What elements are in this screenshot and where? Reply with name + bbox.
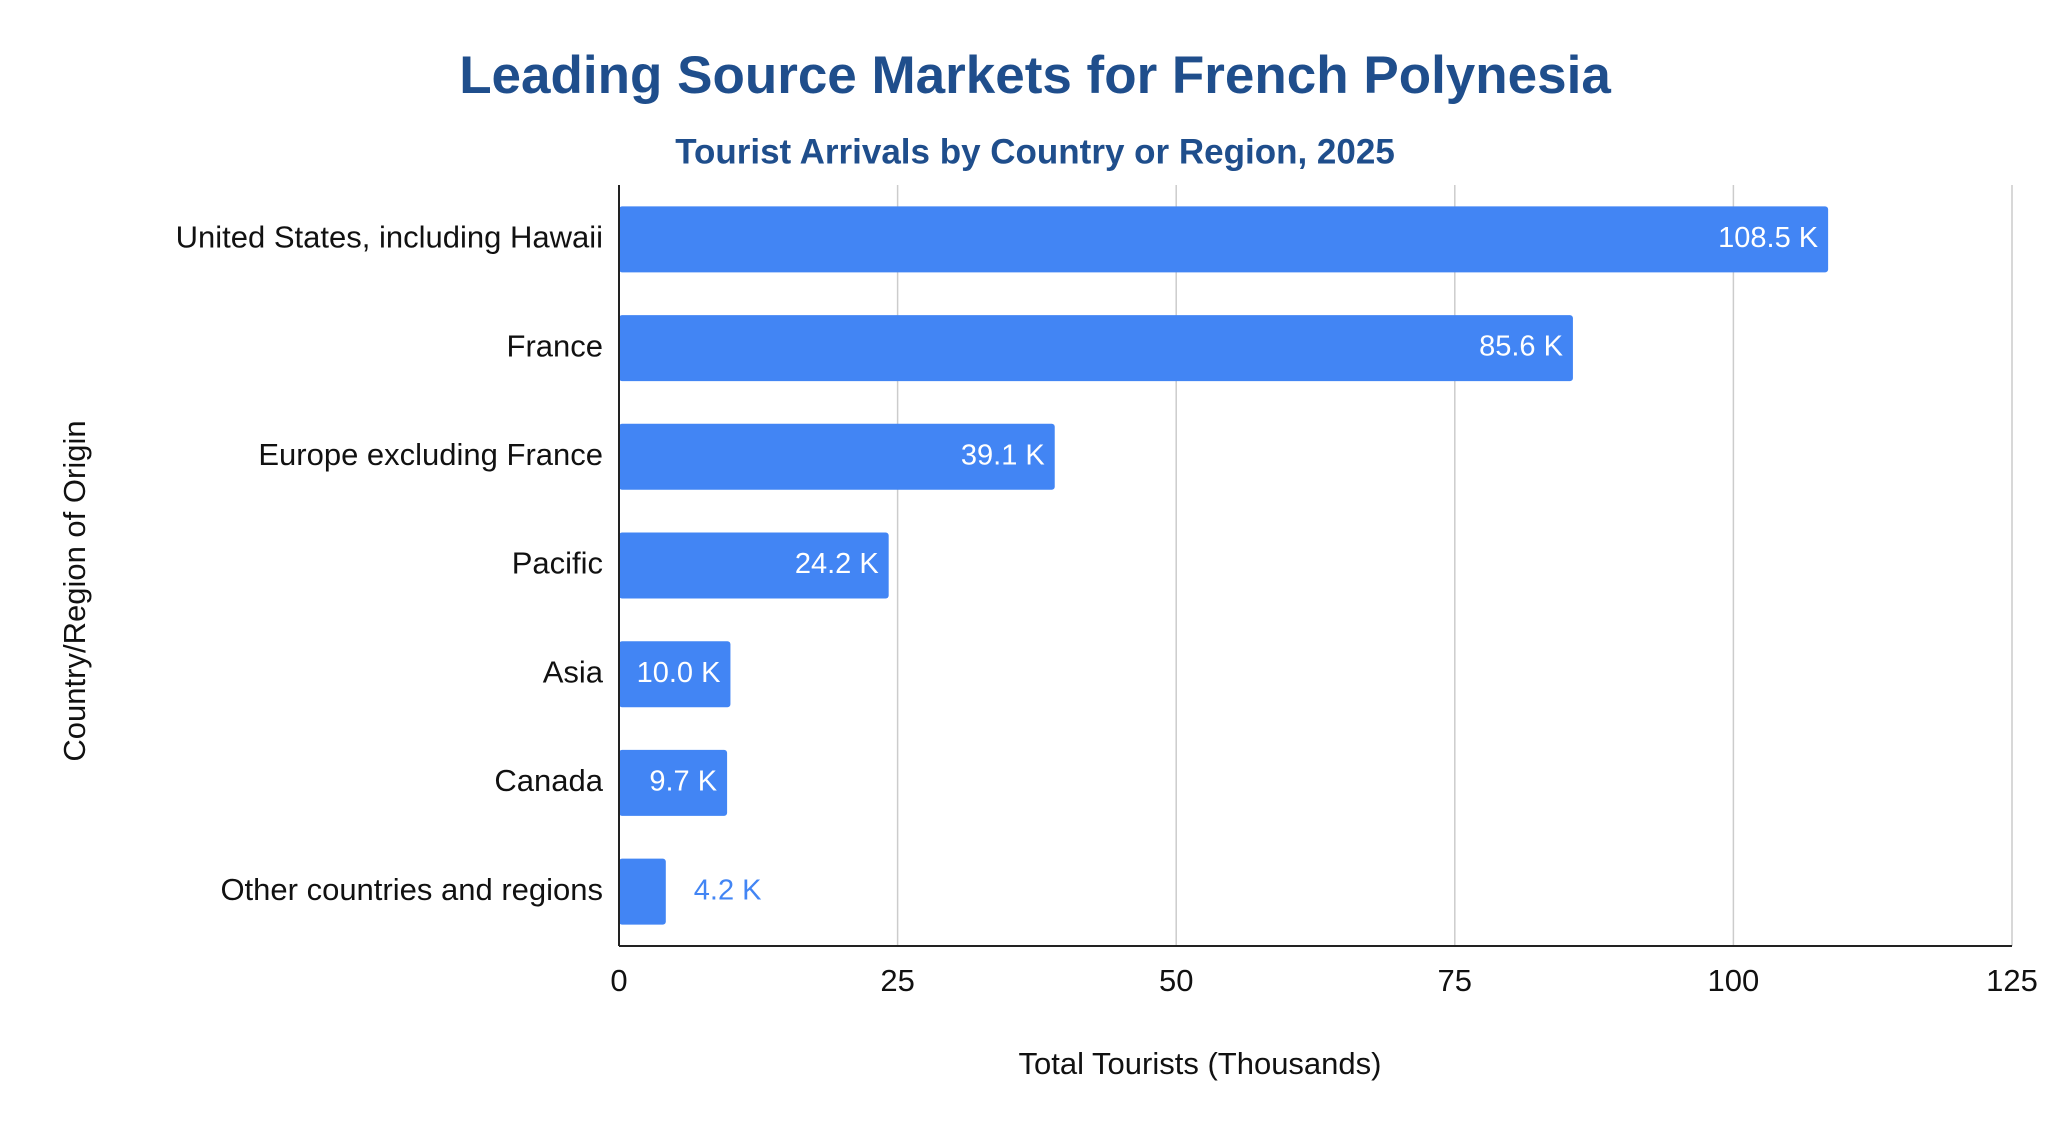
value-label: 10.0 K [637,657,721,689]
value-label: 24.2 K [795,548,879,580]
y-axis-title: Country/Region of Origin [57,420,92,761]
bar [619,532,889,599]
value-label: 9.7 K [649,766,717,798]
bar [619,315,1573,382]
chart-subtitle: Tourist Arrivals by Country or Region, 2… [675,132,1395,171]
y-tick-label: United States, including Hawaii [176,220,603,255]
x-tick-label: 0 [610,963,627,998]
y-tick-label: Europe excluding France [258,437,603,472]
bar [619,749,728,816]
bar [619,423,1055,490]
y-tick-label: Canada [494,763,603,798]
x-tick-label: 25 [880,963,914,998]
y-tick-label: Asia [543,654,604,689]
chart-title: Leading Source Markets for French Polyne… [459,46,1611,105]
y-tick-label: Other countries and regions [220,872,603,907]
value-label: 85.6 K [1479,331,1563,363]
x-tick-label: 50 [1159,963,1193,998]
bar [619,641,731,708]
value-label: 4.2 K [694,874,762,906]
x-tick-label: 100 [1708,963,1760,998]
bar [619,858,666,925]
y-tick-label: Pacific [512,546,603,581]
bar [619,206,1829,273]
x-tick-label: 125 [1986,963,2038,998]
value-label: 108.5 K [1718,222,1819,254]
y-tick-label: France [507,328,603,363]
x-tick-label: 75 [1438,963,1472,998]
value-label: 39.1 K [961,439,1045,471]
x-axis-title: Total Tourists (Thousands) [1019,1046,1382,1081]
